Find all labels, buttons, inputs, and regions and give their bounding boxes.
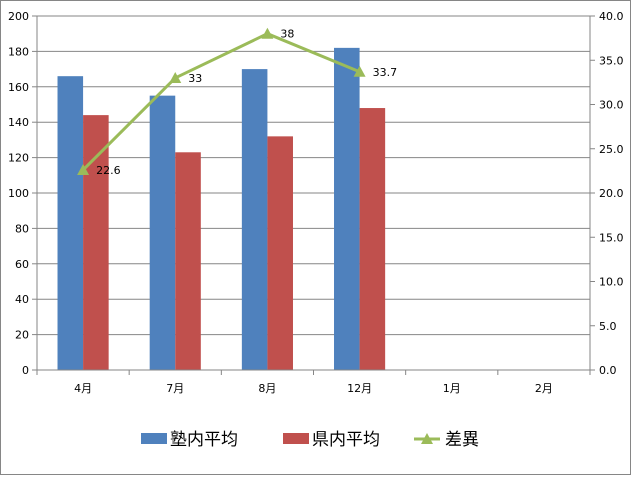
category-label: 7月 bbox=[166, 382, 184, 395]
bars-layer bbox=[57, 47, 386, 371]
left-axis-ticks: 0 20 40 60 80 100 120 140 160 180 200 bbox=[8, 10, 37, 377]
line-point bbox=[261, 27, 274, 39]
bar-ken bbox=[175, 152, 201, 370]
gridlines bbox=[37, 15, 590, 371]
right-axis-ticks: 0.0 5.0 10.0 15.0 20.0 25.0 30.0 35.0 40.0 bbox=[590, 10, 624, 377]
series-line bbox=[82, 32, 361, 172]
line-layer bbox=[77, 27, 366, 175]
legend: 塾内平均 県内平均 差異 bbox=[141, 429, 479, 450]
bar-juku bbox=[149, 95, 176, 371]
data-label: 22.6 bbox=[96, 164, 121, 177]
right-tick-label: 25.0 bbox=[599, 143, 624, 156]
data-label: 33.7 bbox=[373, 66, 398, 79]
line-point bbox=[77, 163, 90, 175]
left-tick-label: 60 bbox=[15, 258, 29, 271]
line-point bbox=[169, 71, 182, 83]
legend-swatch-marker bbox=[421, 433, 433, 444]
legend-label: 県内平均 bbox=[312, 430, 380, 450]
legend-swatch bbox=[141, 433, 167, 444]
data-label: 33 bbox=[188, 72, 202, 85]
left-tick-label: 120 bbox=[8, 152, 29, 165]
left-tick-label: 40 bbox=[15, 293, 29, 306]
data-label: 38 bbox=[280, 28, 294, 41]
legend-swatch bbox=[283, 433, 309, 444]
left-tick-label: 100 bbox=[8, 187, 29, 200]
left-tick-label: 140 bbox=[8, 116, 29, 129]
left-tick-label: 20 bbox=[15, 329, 29, 342]
bar-juku bbox=[57, 76, 84, 371]
bar-ken bbox=[83, 115, 109, 371]
left-tick-label: 80 bbox=[15, 222, 29, 235]
legend-label: 塾内平均 bbox=[170, 429, 238, 450]
line-point bbox=[353, 65, 366, 77]
data-labels: 22.6 33 38 33.7 bbox=[96, 28, 397, 177]
category-label: 2月 bbox=[535, 382, 553, 395]
category-label: 12月 bbox=[347, 382, 372, 395]
left-tick-label: 0 bbox=[22, 364, 29, 377]
right-tick-label: 15.0 bbox=[599, 231, 624, 244]
left-tick-label: 200 bbox=[8, 10, 29, 23]
category-ticks: 4月 7月 8月 12月 1月 2月 bbox=[36, 370, 591, 395]
right-tick-label: 0.0 bbox=[599, 364, 617, 377]
right-tick-label: 40.0 bbox=[599, 10, 624, 23]
bar-juku bbox=[334, 47, 360, 371]
bar-ken bbox=[359, 108, 386, 370]
category-label: 8月 bbox=[258, 382, 276, 395]
right-tick-label: 10.0 bbox=[599, 276, 624, 289]
category-label: 4月 bbox=[74, 382, 92, 395]
right-tick-label: 35.0 bbox=[599, 54, 624, 67]
right-tick-label: 30.0 bbox=[599, 99, 624, 112]
right-tick-label: 5.0 bbox=[599, 320, 617, 333]
right-tick-label: 20.0 bbox=[599, 187, 624, 200]
left-tick-label: 180 bbox=[8, 45, 29, 58]
category-label: 1月 bbox=[443, 382, 461, 395]
bar-ken bbox=[267, 136, 293, 370]
bar-juku bbox=[241, 69, 268, 370]
legend-label: 差異 bbox=[445, 430, 479, 450]
left-tick-label: 160 bbox=[8, 81, 29, 94]
